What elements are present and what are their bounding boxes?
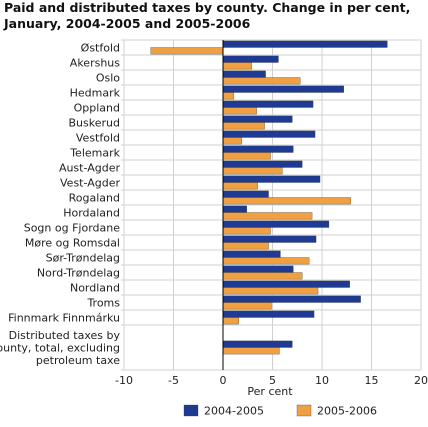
bar-2004-2005 — [222, 310, 315, 318]
x-axis-title: Per cent — [247, 385, 293, 398]
bar-2004-2005 — [222, 130, 316, 138]
x-tick-label: 15 — [365, 374, 379, 387]
bar-2005-2006 — [222, 272, 303, 280]
legend-swatch — [183, 404, 199, 417]
category-label: Nord-Trøndelag — [37, 267, 120, 280]
category-label: Telemark — [69, 147, 120, 160]
bar-2004-2005 — [222, 205, 247, 213]
category-label: Sør-Trøndelag — [46, 252, 120, 265]
category-label: Finnmark Finnmárku — [8, 312, 120, 325]
category-label: Rogaland — [69, 192, 120, 205]
bar-2005-2006 — [222, 107, 257, 115]
bar-2004-2005 — [222, 220, 330, 228]
bar-2004-2005 — [222, 295, 361, 303]
category-label: Aust-Agder — [59, 162, 121, 175]
bar-2005-2006 — [222, 182, 258, 190]
category-label: Vestfold — [76, 132, 120, 145]
category-label: petroleum taxe — [36, 354, 120, 367]
bar-2004-2005 — [222, 70, 266, 78]
bar-2005-2006 — [222, 347, 280, 355]
bar-2005-2006 — [222, 92, 235, 100]
category-labels: Østfold Akershus Oslo Hedmark Oppland Buskeru… — [0, 42, 121, 368]
bar-2004-2005 — [222, 235, 317, 243]
bar-2004-2005 — [222, 55, 279, 63]
bar-2005-2006 — [222, 287, 319, 295]
bars-layer — [150, 40, 388, 355]
bar-2005-2006 — [222, 242, 269, 250]
legend-label: 2004-2005 — [204, 405, 264, 418]
category-label: Sogn og Fjordane — [24, 222, 121, 235]
bar-2005-2006 — [222, 257, 310, 265]
bar-2004-2005 — [222, 100, 314, 108]
grid-layer — [121, 39, 422, 371]
category-label: Troms — [86, 297, 120, 310]
category-label: Akershus — [70, 57, 120, 70]
bar-2005-2006 — [222, 197, 351, 205]
legend: 2004-2005 2005-2006 — [183, 404, 377, 418]
x-tick-label: -5 — [168, 374, 179, 387]
category-label: Hordaland — [63, 207, 120, 220]
bar-2004-2005 — [222, 160, 303, 168]
x-tick-label: -10 — [115, 374, 133, 387]
chart-title: Paid and distributed taxes by county. Ch… — [4, 0, 411, 31]
axis-layer: -10 -5 0 5 10 15 20 — [115, 40, 428, 387]
bar-2004-2005 — [222, 85, 344, 93]
bar-2004-2005 — [222, 250, 281, 258]
x-tick-label: 20 — [414, 374, 428, 387]
x-tick-label: 0 — [220, 374, 227, 387]
bar-2005-2006 — [222, 227, 271, 235]
bar-2005-2006 — [150, 47, 224, 55]
bar-2004-2005 — [222, 40, 388, 48]
bar-2005-2006 — [222, 317, 239, 325]
bar-2005-2006 — [222, 152, 271, 160]
bar-2005-2006 — [222, 62, 252, 70]
legend-swatch — [296, 404, 312, 417]
bar-2004-2005 — [222, 175, 321, 183]
category-label: Buskerud — [69, 117, 120, 130]
category-label: Oslo — [96, 72, 120, 85]
bar-2005-2006 — [222, 122, 265, 130]
bar-2004-2005 — [222, 115, 293, 123]
legend-label: 2005-2006 — [317, 405, 377, 418]
category-label: Vest-Agder — [60, 177, 120, 190]
bar-2005-2006 — [222, 302, 272, 310]
category-label: Nordland — [70, 282, 120, 295]
category-label: Distributed taxes by — [9, 329, 121, 342]
bar-2005-2006 — [222, 137, 242, 145]
bar-2004-2005 — [222, 280, 350, 288]
bar-2004-2005 — [222, 265, 294, 273]
category-label: Hedmark — [70, 87, 121, 100]
bar-2005-2006 — [222, 77, 301, 85]
bar-2004-2005 — [222, 190, 269, 198]
category-label: Østfold — [81, 42, 120, 55]
x-tick-label: 5 — [269, 374, 276, 387]
bar-2005-2006 — [222, 212, 313, 220]
bar-2004-2005 — [222, 145, 294, 153]
category-label: Møre og Romsdal — [25, 237, 120, 250]
bar-2004-2005 — [222, 340, 293, 348]
category-label: county, total, excluding — [0, 342, 120, 355]
x-tick-label: 10 — [315, 374, 329, 387]
bar-2005-2006 — [222, 167, 283, 175]
category-label: Oppland — [74, 102, 120, 115]
